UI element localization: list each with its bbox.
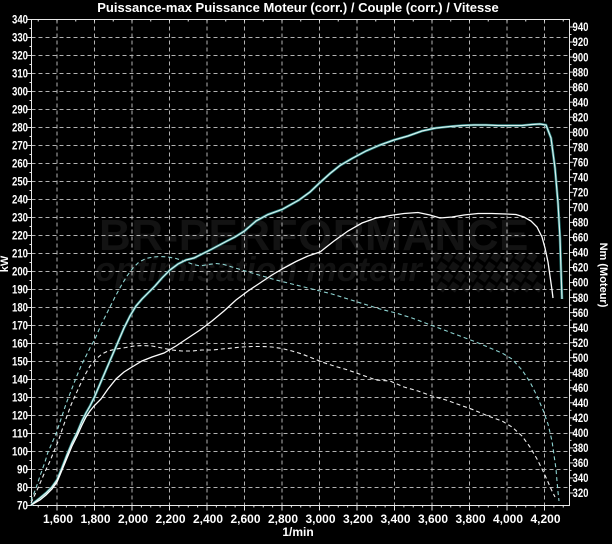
svg-text:240: 240 xyxy=(12,193,28,207)
svg-text:330: 330 xyxy=(12,31,28,45)
svg-text:2,000: 2,000 xyxy=(118,512,148,526)
svg-text:700: 700 xyxy=(573,201,589,215)
svg-text:Nm (Moteur): Nm (Moteur) xyxy=(597,243,609,308)
svg-text:620: 620 xyxy=(573,261,589,275)
svg-text:940: 940 xyxy=(573,20,589,34)
svg-text:150: 150 xyxy=(12,355,28,369)
svg-text:180: 180 xyxy=(12,301,28,315)
svg-text:70: 70 xyxy=(17,499,28,513)
svg-text:140: 140 xyxy=(12,373,28,387)
svg-text:110: 110 xyxy=(12,427,28,441)
svg-text:540: 540 xyxy=(573,321,589,335)
svg-text:760: 760 xyxy=(573,155,589,169)
svg-text:380: 380 xyxy=(573,441,589,455)
svg-text:4,000: 4,000 xyxy=(493,512,523,526)
svg-text:720: 720 xyxy=(573,186,589,200)
svg-text:90: 90 xyxy=(17,463,28,477)
svg-text:160: 160 xyxy=(12,337,28,351)
svg-text:560: 560 xyxy=(573,306,589,320)
svg-text:480: 480 xyxy=(573,366,589,380)
svg-text:660: 660 xyxy=(573,231,589,245)
svg-text:680: 680 xyxy=(573,216,589,230)
svg-text:130: 130 xyxy=(12,391,28,405)
svg-text:1,600: 1,600 xyxy=(43,512,73,526)
svg-text:2,800: 2,800 xyxy=(268,512,298,526)
svg-text:580: 580 xyxy=(573,291,589,305)
svg-text:800: 800 xyxy=(573,125,589,139)
svg-text:120: 120 xyxy=(12,409,28,423)
svg-text:3,000: 3,000 xyxy=(306,512,336,526)
svg-text:460: 460 xyxy=(573,381,589,395)
svg-text:340: 340 xyxy=(12,13,28,27)
svg-text:210: 210 xyxy=(12,247,28,261)
svg-text:250: 250 xyxy=(12,175,28,189)
svg-text:290: 290 xyxy=(12,103,28,117)
svg-text:920: 920 xyxy=(573,35,589,49)
svg-text:300: 300 xyxy=(12,85,28,99)
svg-text:3,200: 3,200 xyxy=(343,512,373,526)
svg-text:900: 900 xyxy=(573,50,589,64)
svg-text:190: 190 xyxy=(12,283,28,297)
svg-text:320: 320 xyxy=(573,486,589,500)
svg-text:2,600: 2,600 xyxy=(231,512,261,526)
svg-text:80: 80 xyxy=(17,481,28,495)
svg-text:1,800: 1,800 xyxy=(81,512,111,526)
svg-text:2,400: 2,400 xyxy=(193,512,223,526)
svg-text:3,800: 3,800 xyxy=(456,512,486,526)
svg-text:230: 230 xyxy=(12,211,28,225)
svg-text:1/min: 1/min xyxy=(282,525,313,539)
svg-text:440: 440 xyxy=(573,396,589,410)
svg-text:500: 500 xyxy=(573,351,589,365)
svg-text:340: 340 xyxy=(573,471,589,485)
svg-text:400: 400 xyxy=(573,426,589,440)
svg-text:360: 360 xyxy=(573,456,589,470)
svg-text:820: 820 xyxy=(573,110,589,124)
svg-text:600: 600 xyxy=(573,276,589,290)
svg-text:520: 520 xyxy=(573,336,589,350)
svg-text:260: 260 xyxy=(12,157,28,171)
svg-text:420: 420 xyxy=(573,411,589,425)
svg-text:200: 200 xyxy=(12,265,28,279)
svg-text:780: 780 xyxy=(573,140,589,154)
svg-text:640: 640 xyxy=(573,246,589,260)
svg-text:310: 310 xyxy=(12,67,28,81)
svg-text:3,400: 3,400 xyxy=(381,512,411,526)
svg-text:840: 840 xyxy=(573,95,589,109)
svg-text:320: 320 xyxy=(12,49,28,63)
svg-text:220: 220 xyxy=(12,229,28,243)
svg-text:280: 280 xyxy=(12,121,28,135)
svg-text:740: 740 xyxy=(573,171,589,185)
svg-text:2,200: 2,200 xyxy=(156,512,186,526)
svg-text:270: 270 xyxy=(12,139,28,153)
svg-text:Puissance-max Puissance Moteur: Puissance-max Puissance Moteur (corr.) /… xyxy=(97,0,498,15)
svg-text:3,600: 3,600 xyxy=(418,512,448,526)
svg-text:kW: kW xyxy=(0,255,11,272)
svg-text:860: 860 xyxy=(573,80,589,94)
svg-text:170: 170 xyxy=(12,319,28,333)
svg-text:880: 880 xyxy=(573,65,589,79)
svg-text:4,200: 4,200 xyxy=(531,512,561,526)
svg-text:100: 100 xyxy=(12,445,28,459)
